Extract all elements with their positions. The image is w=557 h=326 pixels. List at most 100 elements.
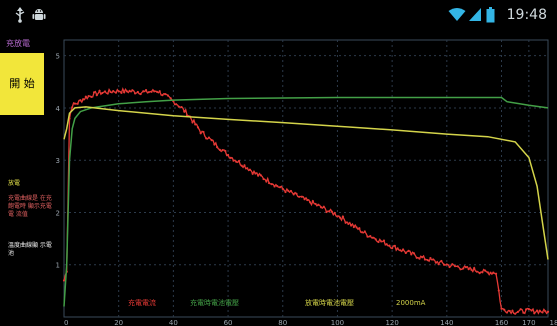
series-point	[73, 102, 77, 105]
legend-entry: 充電電流	[128, 298, 156, 307]
series-point	[358, 227, 361, 230]
battery-icon	[486, 7, 495, 23]
series-point	[267, 181, 271, 185]
series-point	[183, 110, 186, 113]
series-point	[412, 252, 416, 255]
series-point	[473, 267, 476, 270]
series-point	[153, 90, 156, 93]
charge-curve-info: 充電曲線是 在充飽電時 顯示充電電 流值	[8, 195, 52, 218]
series-point	[205, 137, 208, 140]
series-point	[218, 148, 221, 151]
series-point	[533, 312, 536, 315]
series-point	[519, 308, 522, 311]
series-point	[224, 149, 227, 153]
series-point	[226, 153, 230, 157]
series-point	[525, 308, 528, 311]
battery-chart: 0 20 40 60 80 100 120 140 160 170 180 5 4 3 2 1 充電電流 充電時…	[56, 39, 557, 326]
series-point	[95, 93, 98, 97]
chart-legend: 充電電流 充電時電池電壓 放電時電池電壓 2000mA	[128, 298, 426, 307]
series-point	[445, 263, 448, 266]
series-point	[164, 93, 167, 96]
series-point	[177, 105, 180, 108]
control-panel: 充放電 開 始 放電 充電曲線是 在充飽電時 顯示充電電 流值 溫度曲線顯 示電…	[0, 30, 56, 326]
series-point	[508, 309, 511, 313]
chart-series	[62, 87, 550, 315]
series-point	[311, 200, 314, 203]
legend-entry: 2000mA	[396, 299, 426, 307]
series-point	[232, 159, 235, 162]
series-point	[112, 90, 115, 93]
series-point	[262, 177, 265, 181]
series-point	[418, 257, 421, 260]
series-point	[289, 189, 293, 193]
series-point	[388, 244, 391, 247]
series-point	[265, 180, 268, 183]
x-tick-label: 120	[385, 319, 398, 326]
x-tick-label: 40	[169, 319, 178, 326]
series-point	[273, 185, 276, 188]
series-point	[415, 256, 418, 259]
series-point	[237, 159, 241, 163]
series-point	[303, 198, 306, 201]
series-point	[278, 186, 282, 189]
series-point	[147, 91, 150, 94]
series-point	[541, 311, 544, 314]
series-point	[380, 240, 383, 243]
x-tick-label: 170	[522, 319, 535, 326]
series-point	[243, 164, 246, 167]
series-point	[478, 272, 481, 275]
series-point	[90, 95, 93, 99]
series-point	[76, 102, 79, 105]
plot-frame	[63, 39, 549, 318]
series-line-2	[63, 96, 549, 307]
series-point	[131, 89, 134, 92]
series-point	[363, 230, 366, 233]
series-point	[336, 215, 339, 218]
series-point	[292, 193, 295, 196]
series-point	[128, 89, 131, 92]
signal-icon	[469, 8, 481, 21]
series-point	[92, 91, 96, 94]
series-point	[407, 249, 410, 252]
android-debug-icon	[32, 9, 46, 20]
series-point	[344, 221, 347, 224]
series-line-3	[63, 106, 549, 260]
series-point	[391, 247, 394, 250]
series-point	[396, 247, 399, 250]
series-point	[377, 240, 380, 244]
series-point	[207, 136, 211, 139]
series-point	[202, 130, 205, 134]
series-point	[500, 307, 503, 310]
series-point	[451, 263, 454, 266]
series-point	[440, 259, 443, 263]
series-point	[522, 311, 525, 314]
wifi-icon	[448, 8, 466, 21]
x-tick-label: 20	[114, 319, 123, 326]
start-button[interactable]: 開 始	[0, 53, 44, 115]
series-point	[538, 309, 541, 312]
series-point	[423, 258, 427, 261]
series-point	[319, 206, 323, 209]
series-point	[339, 216, 342, 219]
series-point	[213, 143, 216, 146]
series-point	[459, 268, 462, 271]
series-point	[276, 185, 279, 188]
series-point	[355, 226, 358, 229]
series-point	[404, 251, 407, 255]
series-point	[527, 307, 530, 311]
series-point	[281, 187, 284, 190]
series-point	[309, 201, 312, 204]
y-tick-label: 3	[56, 157, 60, 165]
series-point	[235, 160, 238, 163]
x-tick-label: 160	[495, 319, 508, 326]
series-point	[109, 90, 112, 94]
series-point	[514, 312, 517, 315]
temperature-curve-info: 溫度曲線顯 示電池	[8, 242, 52, 257]
series-point	[155, 90, 159, 93]
series-point	[306, 198, 309, 202]
series-point	[125, 90, 128, 93]
series-point	[393, 244, 396, 247]
series-point	[133, 92, 137, 95]
series-point	[432, 258, 435, 261]
chart-grid	[63, 39, 549, 318]
